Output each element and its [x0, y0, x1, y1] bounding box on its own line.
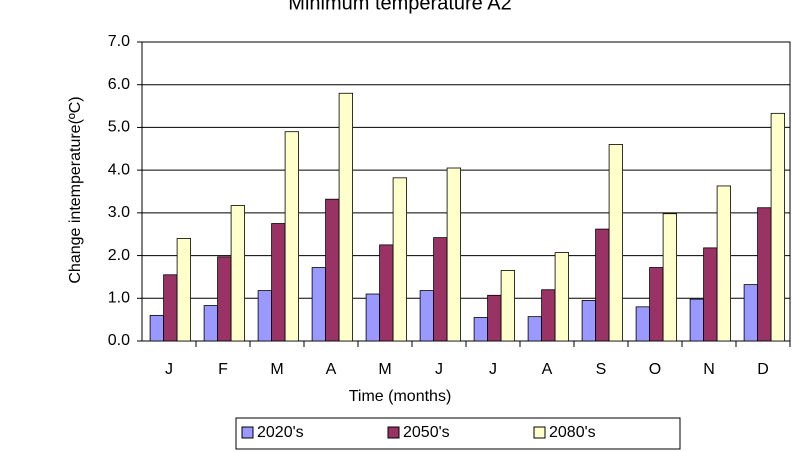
- bar: [217, 256, 232, 342]
- bar: [541, 289, 556, 342]
- bar: [487, 294, 502, 342]
- y-axis-label: Change intemperature(ºC): [67, 96, 84, 283]
- x-tick-label: A: [542, 361, 553, 378]
- bar: [392, 177, 408, 342]
- bar: [608, 144, 623, 342]
- bar: [689, 298, 704, 342]
- x-tick-label: J: [435, 361, 443, 378]
- legend-swatch: [387, 426, 400, 439]
- bar: [338, 92, 354, 342]
- y-tick-label: 2.0: [108, 247, 130, 264]
- bar: [446, 167, 462, 342]
- x-tick-label: O: [649, 361, 661, 378]
- bar: [271, 223, 286, 342]
- x-tick-label: S: [596, 361, 607, 378]
- x-tick-label: F: [218, 361, 228, 378]
- x-tick-label: M: [378, 361, 391, 378]
- bar: [311, 267, 327, 342]
- x-tick-label: A: [326, 361, 337, 378]
- bar: [473, 317, 489, 342]
- x-tick-label: J: [489, 361, 497, 378]
- bar: [581, 300, 596, 342]
- bar: [230, 205, 246, 342]
- bar: [662, 213, 677, 342]
- bar: [635, 306, 650, 342]
- y-tick-label: 6.0: [108, 76, 130, 93]
- bar: [176, 238, 192, 342]
- bar: [163, 274, 178, 342]
- bar: [419, 290, 435, 342]
- bar: [500, 270, 516, 342]
- bar: [703, 247, 718, 342]
- y-tick-label: 0.0: [108, 332, 130, 349]
- bar: [527, 316, 542, 342]
- y-tick-label: 7.0: [108, 33, 130, 50]
- x-tick-label: D: [757, 361, 769, 378]
- legend-swatch: [241, 426, 254, 439]
- legend-label: 2080's: [549, 424, 596, 441]
- chart-title: Minimum temperature A2: [288, 0, 511, 14]
- x-tick-label: J: [165, 361, 173, 378]
- y-tick-label: 4.0: [108, 161, 130, 178]
- legend-label: 2020's: [257, 424, 304, 441]
- y-tick-label: 1.0: [108, 290, 130, 307]
- y-tick-label: 5.0: [108, 119, 130, 136]
- x-tick-label: M: [270, 361, 283, 378]
- x-tick-label: N: [703, 361, 715, 378]
- bar: [257, 290, 273, 342]
- bar: [379, 244, 394, 342]
- legend-box: [235, 417, 681, 450]
- bar: [433, 237, 448, 342]
- bar: [743, 284, 758, 342]
- bar: [757, 207, 772, 342]
- legend-swatch: [533, 426, 546, 439]
- bar: [716, 185, 731, 342]
- bar: [595, 228, 610, 342]
- bar: [365, 293, 381, 342]
- bar: [649, 267, 664, 342]
- bar: [325, 198, 340, 342]
- bar: [203, 305, 219, 342]
- y-tick-label: 3.0: [108, 204, 130, 221]
- bar: [554, 252, 569, 342]
- bar: [770, 112, 785, 342]
- x-axis-label: Time (months): [349, 388, 452, 405]
- bar: [284, 131, 300, 342]
- legend-label: 2050's: [403, 424, 450, 441]
- bar: [149, 314, 165, 342]
